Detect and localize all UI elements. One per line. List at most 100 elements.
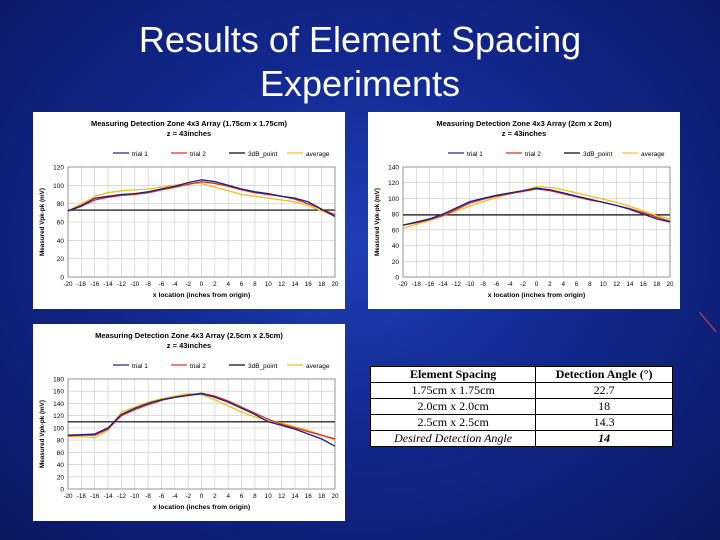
x-tick-label: -6 xyxy=(494,281,500,288)
y-tick-label: 160 xyxy=(53,389,64,396)
spacing-results-table: Element Spacing Detection Angle (°) 1.75… xyxy=(369,366,673,447)
x-tick-label: 16 xyxy=(305,493,313,500)
table-row: Desired Detection Angle 14 xyxy=(369,430,673,447)
table-cell: 18 xyxy=(535,398,673,415)
table-cell: 14.3 xyxy=(535,414,673,431)
x-tick-label: 10 xyxy=(265,281,273,288)
x-tick-label: -2 xyxy=(520,281,526,288)
y-tick-label: 40 xyxy=(57,238,65,245)
line-chart: Measuring Detection Zone 4x3 Array (1.75… xyxy=(39,119,339,299)
x-tick-label: 8 xyxy=(588,281,592,288)
table-header-cell: Detection Angle (°) xyxy=(535,366,673,383)
x-tick-label: 6 xyxy=(240,281,244,288)
y-tick-label: 180 xyxy=(53,377,64,384)
slide-title-line1: Results of Element Spacing xyxy=(138,19,582,60)
decorative-line xyxy=(699,312,717,333)
x-tick-label: 6 xyxy=(575,281,579,288)
x-tick-label: 4 xyxy=(561,281,565,288)
y-tick-label: 0 xyxy=(60,487,64,494)
y-tick-label: 20 xyxy=(57,474,65,481)
x-tick-label: -14 xyxy=(438,281,448,288)
x-tick-label: -16 xyxy=(90,281,100,288)
table-cell: 2.0cm x 2.0cm xyxy=(369,398,537,415)
chart-title: Measuring Detection Zone 4x3 Array (2.5c… xyxy=(95,331,283,340)
x-tick-label: 0 xyxy=(200,493,204,500)
slide-title-line2: Experiments xyxy=(259,63,461,104)
y-tick-label: 60 xyxy=(392,227,400,234)
y-tick-label: 40 xyxy=(57,462,65,469)
x-tick-label: 16 xyxy=(305,281,313,288)
table-row: 1.75cm x 1.75cm 22.7 xyxy=(369,382,673,399)
y-tick-label: 80 xyxy=(57,201,65,208)
x-tick-label: -20 xyxy=(398,281,408,288)
chart-panel-2: Measuring Detection Zone 4x3 Array (2cm … xyxy=(368,112,680,309)
y-tick-label: 140 xyxy=(388,165,399,172)
x-tick-label: 8 xyxy=(253,493,257,500)
series-line-trial-1 xyxy=(67,179,336,218)
x-tick-label: -10 xyxy=(465,281,475,288)
x-tick-label: 6 xyxy=(240,493,244,500)
y-tick-label: 20 xyxy=(392,259,400,266)
x-tick-label: -18 xyxy=(412,281,422,288)
x-tick-label: 20 xyxy=(331,493,339,500)
x-tick-label: 0 xyxy=(535,281,539,288)
legend-label: trial 2 xyxy=(190,151,206,158)
x-tick-label: -4 xyxy=(172,281,178,288)
x-tick-label: -14 xyxy=(103,281,113,288)
plot-frame xyxy=(67,378,336,490)
x-tick-label: 18 xyxy=(653,281,661,288)
y-axis-label: Measured Vpk-pk (mV) xyxy=(39,400,46,468)
y-tick-label: 0 xyxy=(395,275,399,282)
chart-panel-3: Measuring Detection Zone 4x3 Array (2.5c… xyxy=(33,324,345,521)
y-tick-label: 40 xyxy=(392,243,400,250)
chart-subtitle: z = 43inches xyxy=(502,129,546,138)
y-tick-label: 80 xyxy=(57,438,65,445)
y-tick-label: 80 xyxy=(392,212,400,219)
x-tick-label: -16 xyxy=(425,281,435,288)
x-tick-label: 18 xyxy=(318,281,326,288)
x-tick-label: -14 xyxy=(103,493,113,500)
x-tick-label: -10 xyxy=(130,493,140,500)
x-tick-label: 0 xyxy=(200,281,204,288)
x-tick-label: 12 xyxy=(278,281,286,288)
table-header-row: Element Spacing Detection Angle (°) xyxy=(369,366,673,383)
y-tick-label: 20 xyxy=(57,256,65,263)
x-axis-label: x location (inches from origin) xyxy=(153,292,250,299)
x-axis-label: x location (inches from origin) xyxy=(488,292,585,299)
x-tick-label: 12 xyxy=(278,493,286,500)
x-tick-label: 14 xyxy=(626,281,634,288)
y-tick-label: 100 xyxy=(53,183,64,190)
series-line-average xyxy=(67,182,336,217)
x-tick-label: 14 xyxy=(291,493,299,500)
legend-label: trial 1 xyxy=(132,363,148,370)
line-chart: Measuring Detection Zone 4x3 Array (2cm … xyxy=(374,119,674,299)
legend-label: 3dB_point xyxy=(248,363,277,370)
y-tick-label: 100 xyxy=(388,196,399,203)
line-chart: Measuring Detection Zone 4x3 Array (2.5c… xyxy=(39,331,339,511)
legend-label: trial 2 xyxy=(190,363,206,370)
y-tick-label: 120 xyxy=(53,165,64,172)
x-tick-label: -20 xyxy=(63,281,73,288)
x-tick-label: -12 xyxy=(117,281,127,288)
x-tick-label: -4 xyxy=(507,281,513,288)
table-cell: Desired Detection Angle xyxy=(369,430,537,447)
x-tick-label: -20 xyxy=(63,493,73,500)
x-tick-label: 2 xyxy=(213,281,217,288)
x-tick-label: 12 xyxy=(613,281,621,288)
chart-subtitle: z = 43inches xyxy=(167,341,211,350)
legend-label: trial 1 xyxy=(132,151,148,158)
x-tick-label: -10 xyxy=(130,281,140,288)
x-tick-label: -4 xyxy=(172,493,178,500)
legend-label: trial 2 xyxy=(525,151,541,158)
chart-panel-1: Measuring Detection Zone 4x3 Array (1.75… xyxy=(33,112,345,309)
legend-label: trial 1 xyxy=(467,151,483,158)
x-tick-label: 2 xyxy=(548,281,552,288)
legend-label: average xyxy=(306,363,330,370)
x-axis-label: x location (inches from origin) xyxy=(153,504,250,511)
x-tick-label: -8 xyxy=(145,281,151,288)
table-row: 2.5cm x 2.5cm 14.3 xyxy=(369,414,673,431)
y-axis-label: Measured Vpk-pk (mV) xyxy=(374,188,381,256)
legend-label: average xyxy=(641,151,665,158)
table-cell: 14 xyxy=(535,430,673,447)
y-tick-label: 120 xyxy=(388,180,399,187)
